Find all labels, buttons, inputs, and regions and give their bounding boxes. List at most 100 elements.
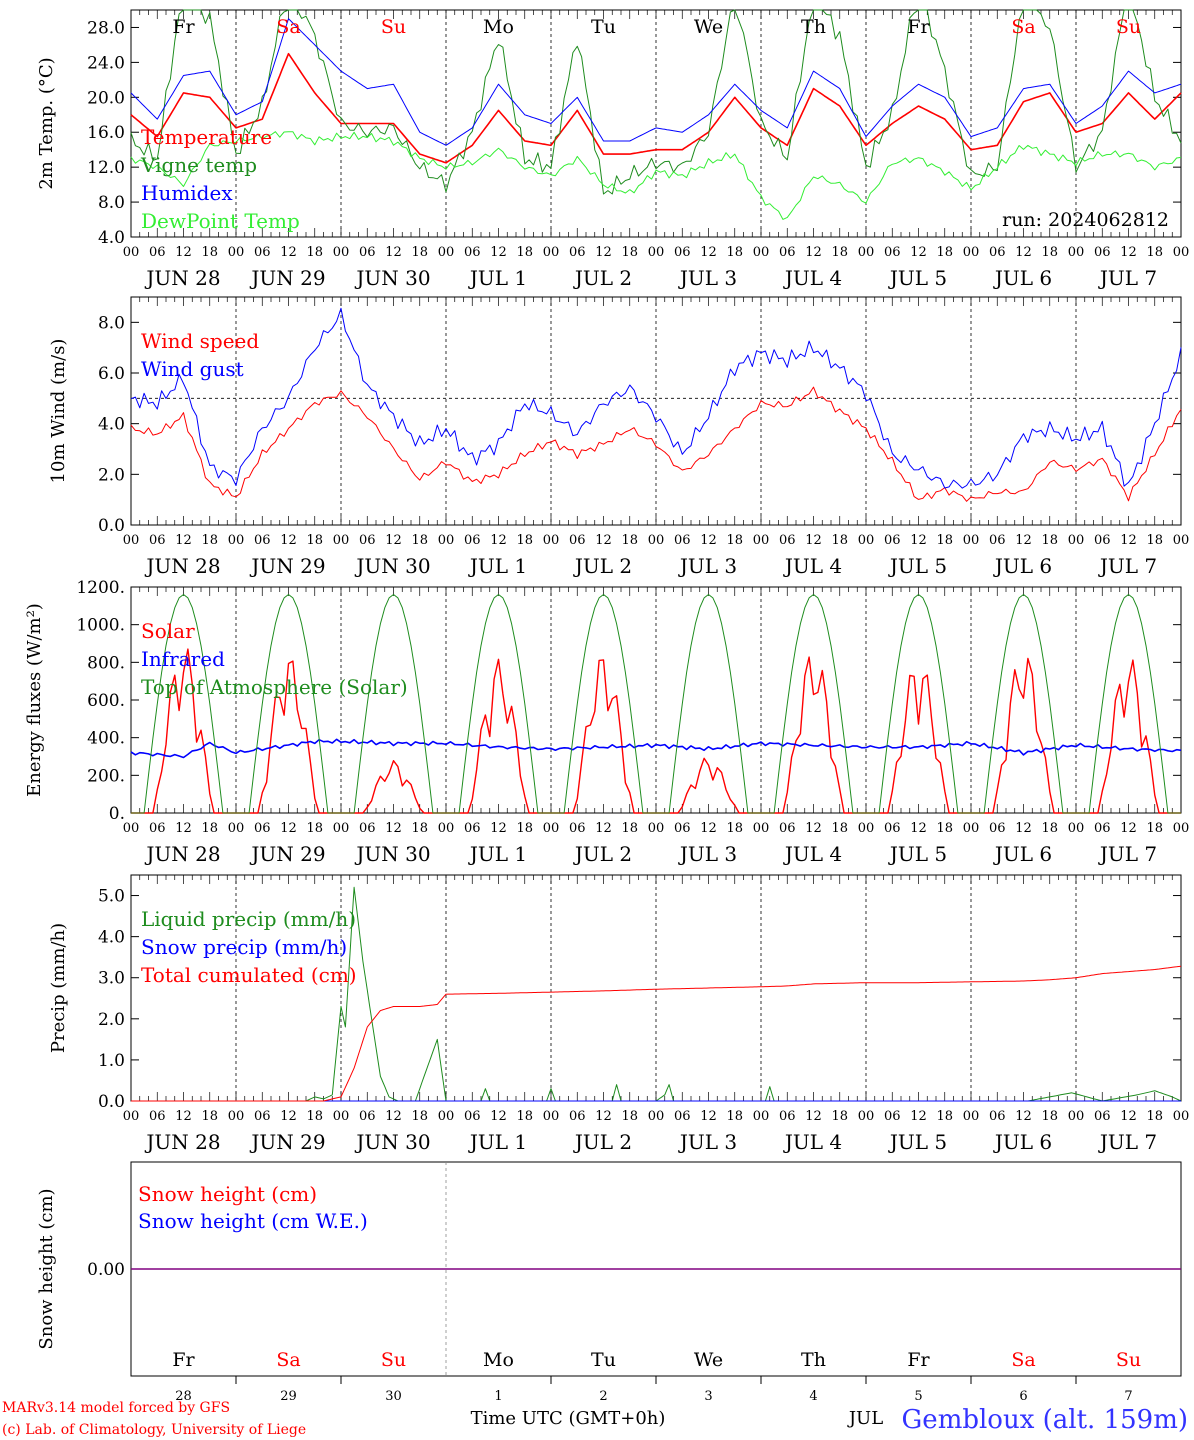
hour-tick-label: 12: [1015, 1109, 1032, 1124]
hour-tick-label: 06: [989, 1109, 1006, 1124]
y-tick-label: 0.0: [98, 1092, 125, 1112]
hour-tick-label: 06: [989, 533, 1006, 548]
date-label: JUL 5: [888, 1130, 947, 1154]
hour-tick-label: 12: [805, 1109, 822, 1124]
y-axis-label: 10m Wind (m/s): [48, 339, 69, 484]
hour-tick-label: 18: [831, 1109, 848, 1124]
weekday-label: Sa: [1011, 1349, 1035, 1371]
hour-tick-label: 06: [569, 533, 586, 548]
date-label: JUL 5: [888, 266, 947, 290]
hour-tick-label: 18: [411, 245, 428, 260]
hour-tick-label: 12: [175, 245, 192, 260]
hour-tick-label: 12: [700, 821, 717, 836]
weekday-label: Fr: [172, 16, 195, 38]
hour-tick-label: 06: [779, 821, 796, 836]
hour-tick-label: 00: [1068, 533, 1085, 548]
hour-tick-label: 18: [831, 533, 848, 548]
day-number-label: 5: [914, 1389, 922, 1404]
hour-tick-label: 00: [438, 821, 455, 836]
hour-tick-label: 00: [123, 1109, 140, 1124]
hour-tick-label: 06: [569, 1109, 586, 1124]
weekday-label: Sa: [276, 16, 300, 38]
day-number-label: 4: [809, 1389, 817, 1404]
panel-3: 0. 200. 400. 600. 800. 1000. 1200. Energy fluxe…: [24, 578, 1189, 866]
legend-entry: Snow precip (mm/h): [141, 935, 347, 959]
hour-tick-label: 18: [201, 821, 218, 836]
weekday-label: Mo: [483, 1349, 514, 1371]
hour-tick-label: 06: [674, 245, 691, 260]
hour-tick-label: 06: [884, 821, 901, 836]
hour-tick-label: 00: [858, 245, 875, 260]
weekday-label: Mo: [483, 16, 514, 38]
hour-tick-label: 12: [1120, 1109, 1137, 1124]
figure-footer: MARv3.14 model forced by GFS (c) Lab. of…: [2, 1400, 1188, 1438]
hour-tick-label: 12: [910, 245, 927, 260]
hour-tick-label: 00: [123, 533, 140, 548]
hour-tick-label: 12: [1015, 245, 1032, 260]
date-label: JUL 1: [468, 1130, 527, 1154]
hour-tick-label: 00: [858, 533, 875, 548]
y-tick-label: 0.0: [98, 516, 125, 536]
legend-entry: Top of Atmosphere (Solar): [141, 675, 408, 699]
hour-tick-label: 06: [674, 1109, 691, 1124]
hour-tick-label: 18: [936, 533, 953, 548]
date-label: JUL 7: [1098, 266, 1157, 290]
hour-tick-label: 18: [516, 533, 533, 548]
hour-tick-label: 12: [910, 821, 927, 836]
date-label: JUL 3: [678, 266, 737, 290]
hour-tick-label: 18: [621, 821, 638, 836]
y-tick-label: 28.0: [87, 18, 125, 38]
hour-tick-label: 00: [753, 533, 770, 548]
day-number-label: 30: [385, 1389, 402, 1404]
hour-tick-label: 00: [123, 821, 140, 836]
hour-tick-label: 18: [936, 821, 953, 836]
hour-tick-label: 18: [306, 821, 323, 836]
weekday-label: Sa: [276, 1349, 300, 1371]
hour-tick-label: 12: [595, 533, 612, 548]
hour-tick-label: 00: [753, 821, 770, 836]
panel-4: 0.0 1.0 2.0 3.0 4.0 5.0 Precip (mm/h) 00 06 12 18 J…: [48, 874, 1189, 1154]
legend-entry: Solar: [141, 619, 195, 643]
time-axis-label: Time UTC (GMT+0h): [471, 1408, 666, 1429]
hour-tick-label: 18: [621, 533, 638, 548]
y-tick-label: 4.0: [98, 415, 125, 435]
hour-tick-label: 18: [201, 533, 218, 548]
y-tick-label: 4.0: [98, 928, 125, 948]
date-label: JUN 28: [144, 1130, 220, 1154]
y-axis-label: Energy fluxes (W/m²): [24, 603, 45, 797]
weekday-label: Tu: [591, 1349, 616, 1371]
hour-tick-label: 18: [831, 245, 848, 260]
hour-tick-label: 06: [464, 533, 481, 548]
hour-tick-label: 12: [700, 533, 717, 548]
legend-entry: Vigne temp: [140, 153, 257, 177]
hour-tick-label: 12: [490, 533, 507, 548]
hour-tick-label: 00: [123, 245, 140, 260]
hour-tick-label: 06: [779, 533, 796, 548]
date-label: JUN 29: [249, 842, 325, 866]
legend-entry: DewPoint Temp: [141, 209, 300, 233]
date-label: JUN 30: [354, 554, 430, 578]
y-axis-label: Snow height (cm): [36, 1188, 57, 1349]
series-dewpoint-temp: [130, 131, 1182, 220]
y-axis-label: Precip (mm/h): [48, 923, 69, 1053]
panel-2: 0.0 2.0 4.0 6.0 8.0 10m Wind (m/s) 00 06 12 18 JUN…: [48, 296, 1189, 578]
run-annotation: run: 2024062812: [1002, 209, 1169, 231]
hour-tick-label: 12: [385, 533, 402, 548]
weekday-label: Su: [1116, 1349, 1141, 1371]
weekday-label: Tu: [591, 16, 616, 38]
hour-tick-label: 12: [490, 821, 507, 836]
weekday-label: We: [694, 16, 723, 38]
date-label: JUL 4: [783, 554, 842, 578]
date-label: JUL 7: [1098, 842, 1157, 866]
hour-tick-label: 06: [1094, 821, 1111, 836]
hour-tick-label: 00: [648, 1109, 665, 1124]
hour-tick-label: 18: [306, 245, 323, 260]
date-label: JUL 1: [468, 554, 527, 578]
hour-tick-label: 06: [464, 1109, 481, 1124]
hour-tick-label: 18: [1146, 533, 1163, 548]
hour-tick-label: 06: [884, 1109, 901, 1124]
hour-tick-label: 18: [1041, 821, 1058, 836]
hour-tick-label: 00: [333, 533, 350, 548]
hour-tick-label: 06: [254, 1109, 271, 1124]
hour-tick-label: 06: [464, 821, 481, 836]
